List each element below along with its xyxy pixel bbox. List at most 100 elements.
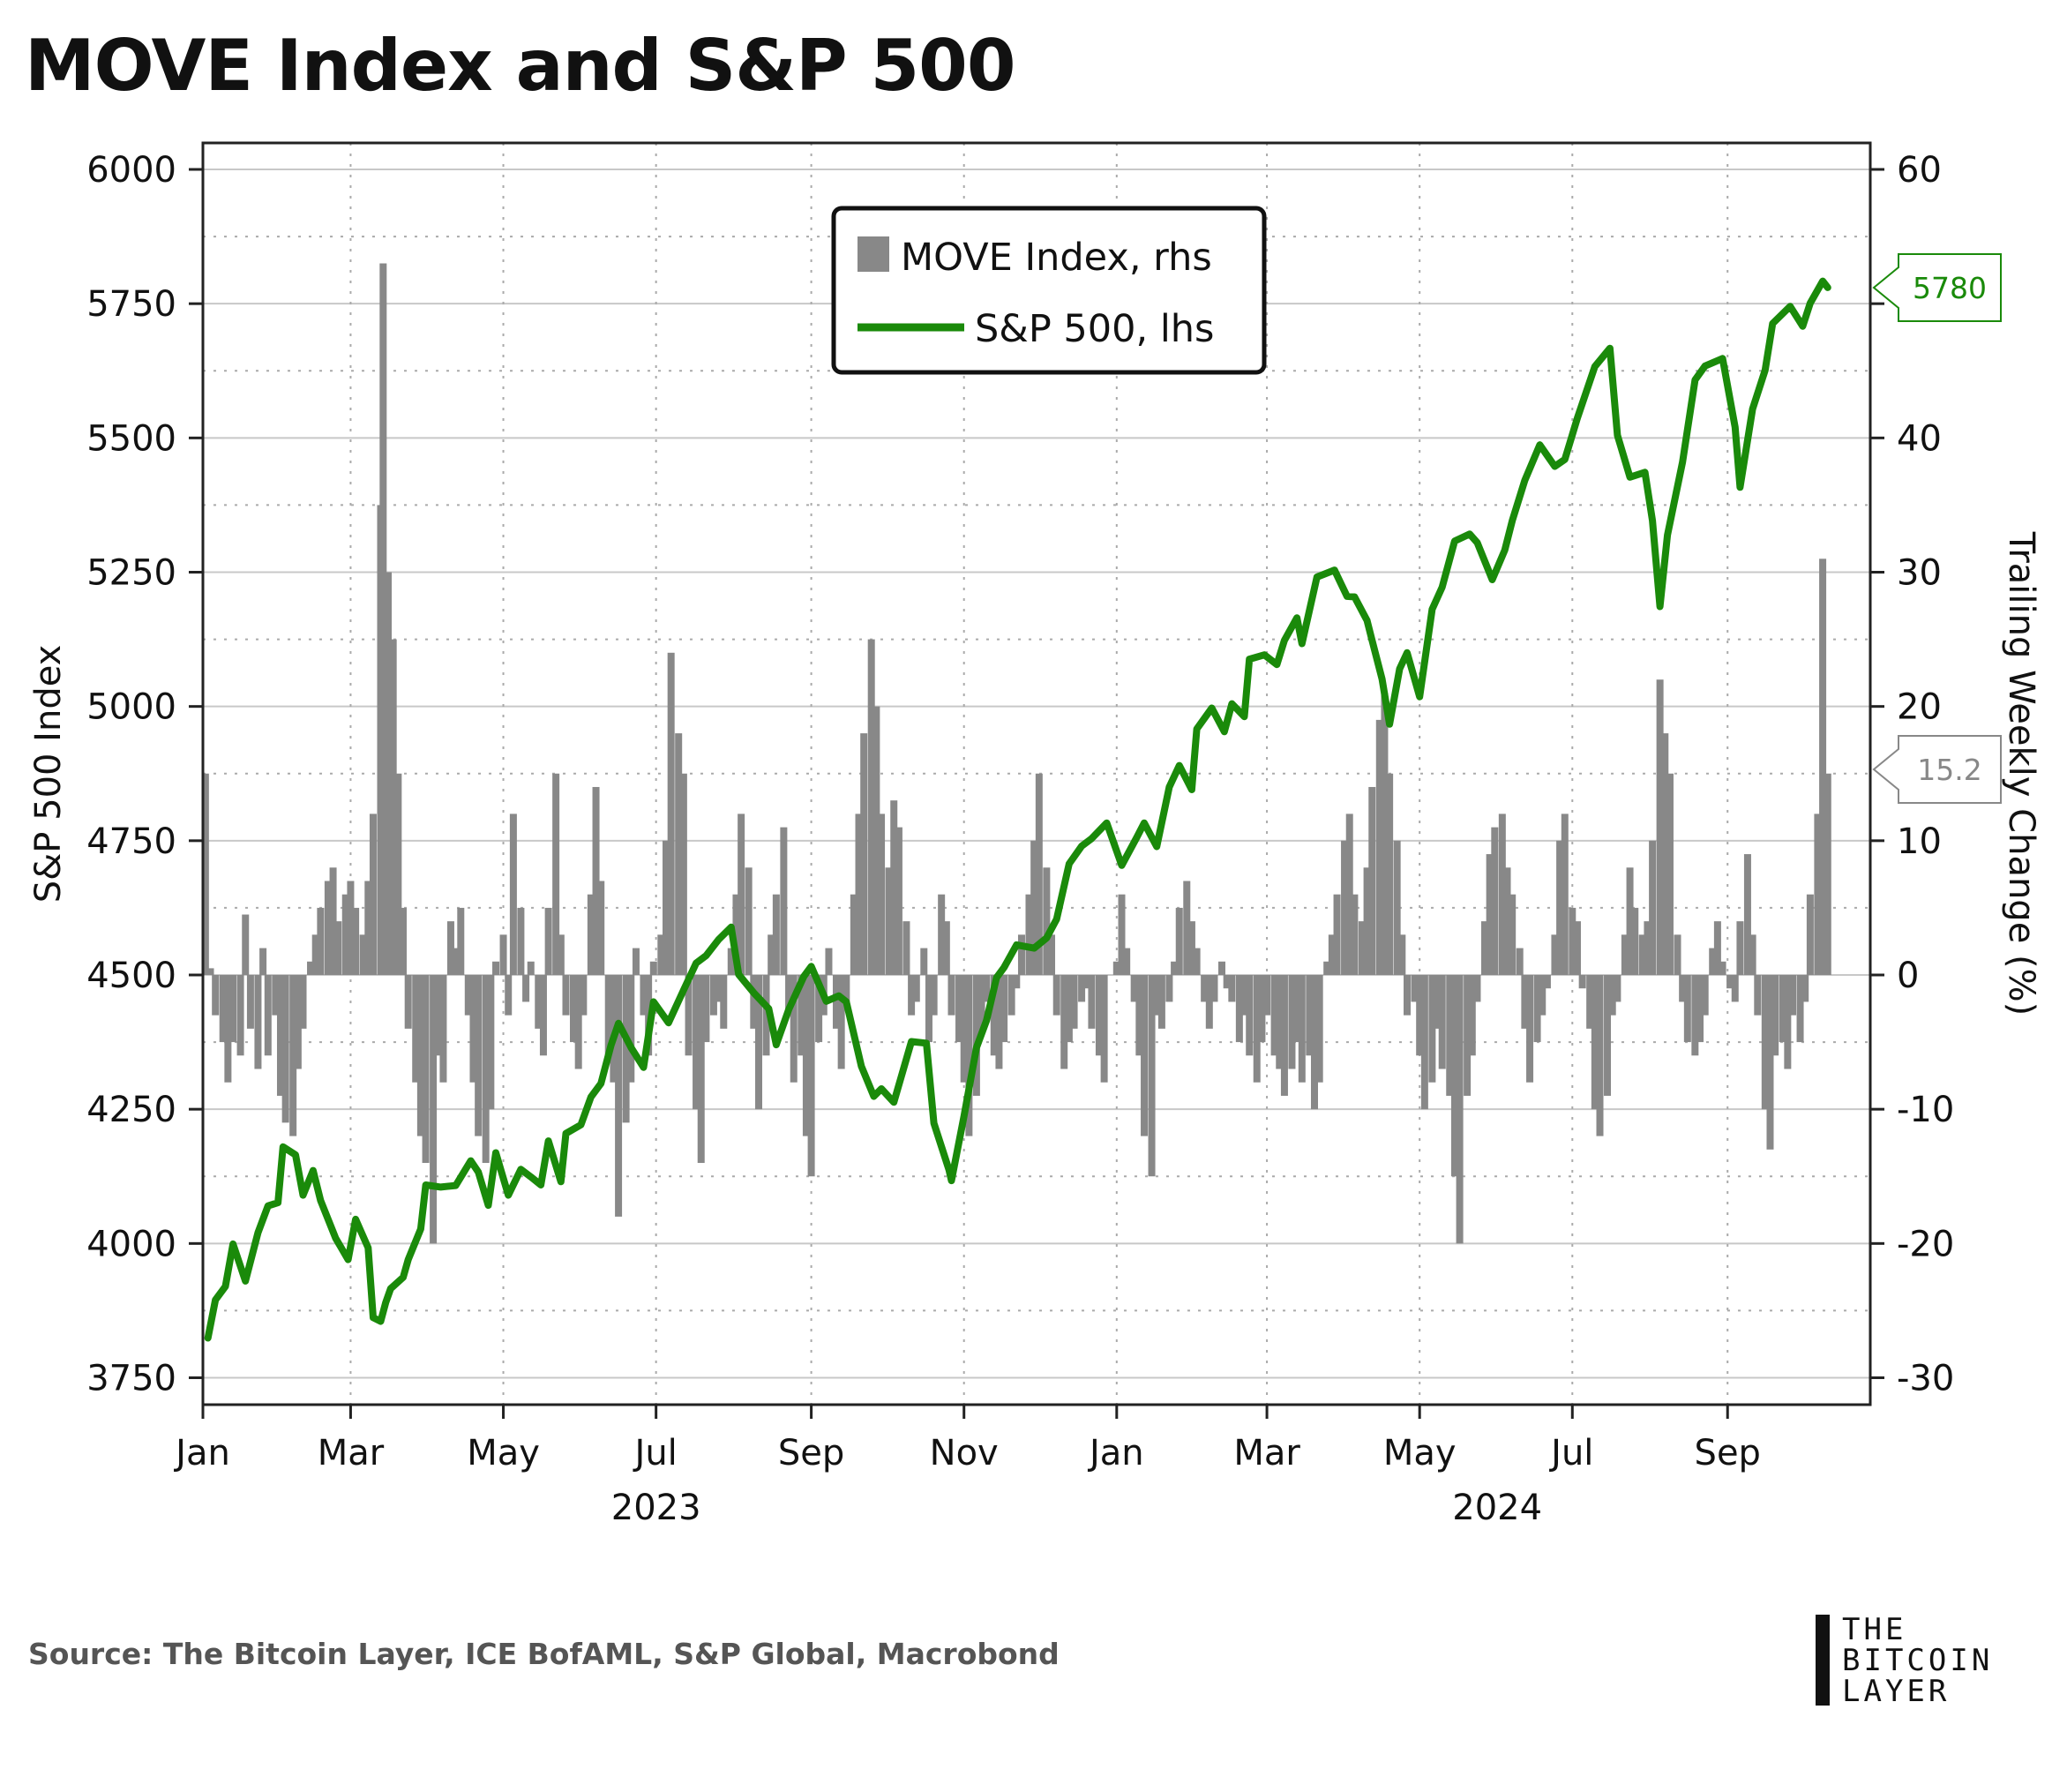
move-bar <box>1503 867 1511 975</box>
x-axis: Jan Mar May Jul Sep Nov Jan Mar May Jul Sep 2023 202… <box>173 1405 1761 1528</box>
move-bar <box>727 948 735 975</box>
move-bar <box>1428 975 1436 1083</box>
move-bar <box>592 786 600 975</box>
move-bar <box>972 975 980 1096</box>
move-bar <box>1569 907 1576 975</box>
logo: THE BITCOIN LAYER <box>1816 1615 2045 1712</box>
move-bar <box>785 975 793 1016</box>
legend-sp500-label: S&P 500, lhs <box>975 307 1214 351</box>
move-bar <box>1052 975 1060 1016</box>
move-bar <box>807 975 815 1177</box>
move-bar <box>475 975 483 1136</box>
move-bar <box>750 975 758 1029</box>
right-tick-label: -30 <box>1897 1359 1954 1399</box>
move-bar <box>1000 975 1008 1043</box>
move-bar <box>587 894 595 975</box>
move-bar <box>574 975 582 1069</box>
move-bars <box>201 263 1831 1244</box>
move-bar <box>259 948 267 975</box>
move-bar <box>307 961 315 975</box>
move-bar <box>1210 975 1218 1002</box>
move-bar <box>1311 975 1318 1110</box>
move-bar <box>1464 975 1472 1096</box>
move-bar <box>522 975 530 1002</box>
move-bar <box>1779 975 1786 1043</box>
move-bar <box>1638 934 1646 975</box>
x-tick-label: May <box>1383 1433 1457 1473</box>
move-bar <box>505 975 513 1016</box>
move-bar <box>912 975 920 1002</box>
move-bar <box>509 814 517 975</box>
move-bar <box>281 975 289 1123</box>
move-bar <box>1604 975 1612 1096</box>
move-bar <box>663 840 670 975</box>
move-bar <box>802 975 810 1136</box>
move-bar <box>229 975 237 1043</box>
sp500-line-layer <box>204 277 1831 1342</box>
move-bar <box>1543 975 1551 989</box>
right-tick-label: 10 <box>1897 821 1942 862</box>
move-bar <box>640 975 648 1016</box>
move-bar <box>1263 975 1271 1016</box>
move-bar <box>299 975 307 1029</box>
move-bar <box>1789 975 1797 1016</box>
move-bar <box>1123 948 1131 975</box>
move-bar <box>1626 867 1634 975</box>
move-end-label: 15.2 <box>1872 735 2002 804</box>
move-bar <box>762 975 770 1056</box>
sp500-end-value: 5780 <box>1913 271 1987 305</box>
move-bar <box>1043 867 1051 975</box>
move-bar <box>1060 975 1068 1069</box>
move-bar <box>1468 975 1476 1056</box>
chart-title: MOVE Index and S&P 500 <box>25 25 1015 107</box>
move-bar <box>570 975 577 1043</box>
move-bar <box>1480 921 1488 975</box>
left-tick-label: 4250 <box>86 1090 176 1130</box>
plot-frame <box>201 141 1872 1406</box>
move-bar <box>1644 921 1651 975</box>
move-bar <box>1315 975 1323 1083</box>
move-bar <box>1280 975 1288 1096</box>
move-bar <box>1398 934 1406 975</box>
move-bar <box>492 961 500 975</box>
move-bar <box>379 263 387 975</box>
move-bar <box>627 975 635 1083</box>
move-bar <box>1341 840 1349 975</box>
left-tick-label: 4750 <box>86 821 176 862</box>
move-bar <box>1228 975 1236 1002</box>
move-bar <box>832 975 840 1029</box>
move-bar <box>815 975 823 1043</box>
move-bar <box>1381 693 1389 975</box>
move-bar <box>352 907 360 975</box>
move-bar <box>1709 948 1717 975</box>
x-tick-label: Sep <box>778 1433 844 1473</box>
move-bar <box>535 975 543 1029</box>
move-bar <box>487 975 495 1110</box>
move-bar <box>369 814 377 975</box>
move-bar <box>1766 975 1774 1150</box>
left-tick-label: 5500 <box>86 418 176 459</box>
move-bar <box>1456 975 1464 1244</box>
logo-line-1: THE <box>1842 1612 1907 1647</box>
move-bar <box>930 975 938 1016</box>
x-tick-label: Sep <box>1695 1433 1761 1473</box>
right-axis-title: Trailing Weekly Change (%) <box>2001 531 2041 1016</box>
move-bar <box>1420 975 1428 1110</box>
move-bar <box>517 907 525 975</box>
move-bar <box>1551 934 1559 975</box>
move-bar <box>347 881 355 975</box>
move-bar <box>667 652 675 975</box>
move-bar <box>720 975 728 1029</box>
move-bar <box>544 907 552 975</box>
move-bar <box>1631 907 1639 975</box>
move-bar <box>1656 679 1664 975</box>
move-bar <box>1223 975 1231 989</box>
move-bar <box>430 975 438 1244</box>
move-bar <box>1153 975 1161 1016</box>
move-bar <box>825 948 833 975</box>
move-bar <box>439 975 447 1083</box>
move-bar <box>649 961 657 975</box>
move-bar <box>1749 934 1756 975</box>
move-bar <box>1814 814 1822 975</box>
move-bar <box>920 948 928 975</box>
